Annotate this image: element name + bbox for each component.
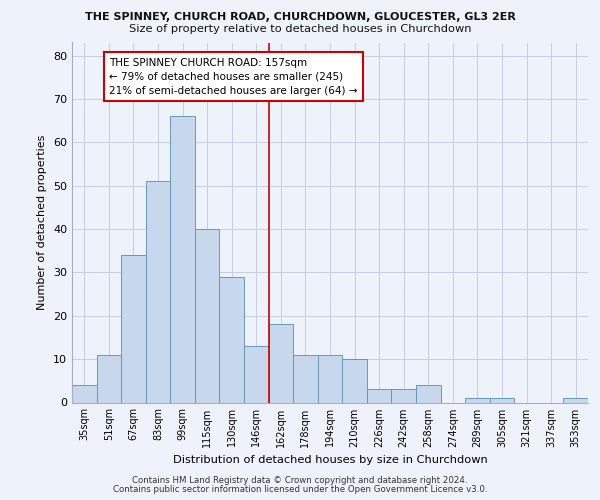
Bar — [195, 229, 220, 402]
Bar — [293, 355, 318, 403]
Bar — [146, 182, 170, 402]
Text: Contains HM Land Registry data © Crown copyright and database right 2024.: Contains HM Land Registry data © Crown c… — [132, 476, 468, 485]
Bar — [367, 390, 391, 402]
Bar — [416, 385, 440, 402]
Bar — [465, 398, 490, 402]
Bar — [72, 385, 97, 402]
Text: THE SPINNEY, CHURCH ROAD, CHURCHDOWN, GLOUCESTER, GL3 2ER: THE SPINNEY, CHURCH ROAD, CHURCHDOWN, GL… — [85, 12, 515, 22]
Bar — [318, 355, 342, 403]
Text: Size of property relative to detached houses in Churchdown: Size of property relative to detached ho… — [129, 24, 471, 34]
Text: THE SPINNEY CHURCH ROAD: 157sqm
← 79% of detached houses are smaller (245)
21% o: THE SPINNEY CHURCH ROAD: 157sqm ← 79% of… — [109, 58, 358, 96]
Bar — [269, 324, 293, 402]
Bar — [342, 359, 367, 403]
Bar — [391, 390, 416, 402]
X-axis label: Distribution of detached houses by size in Churchdown: Distribution of detached houses by size … — [173, 455, 487, 465]
Y-axis label: Number of detached properties: Number of detached properties — [37, 135, 47, 310]
Bar — [170, 116, 195, 403]
Bar — [490, 398, 514, 402]
Bar — [97, 355, 121, 403]
Bar — [121, 255, 146, 402]
Bar — [244, 346, 269, 403]
Bar — [563, 398, 588, 402]
Bar — [220, 276, 244, 402]
Text: Contains public sector information licensed under the Open Government Licence v3: Contains public sector information licen… — [113, 484, 487, 494]
